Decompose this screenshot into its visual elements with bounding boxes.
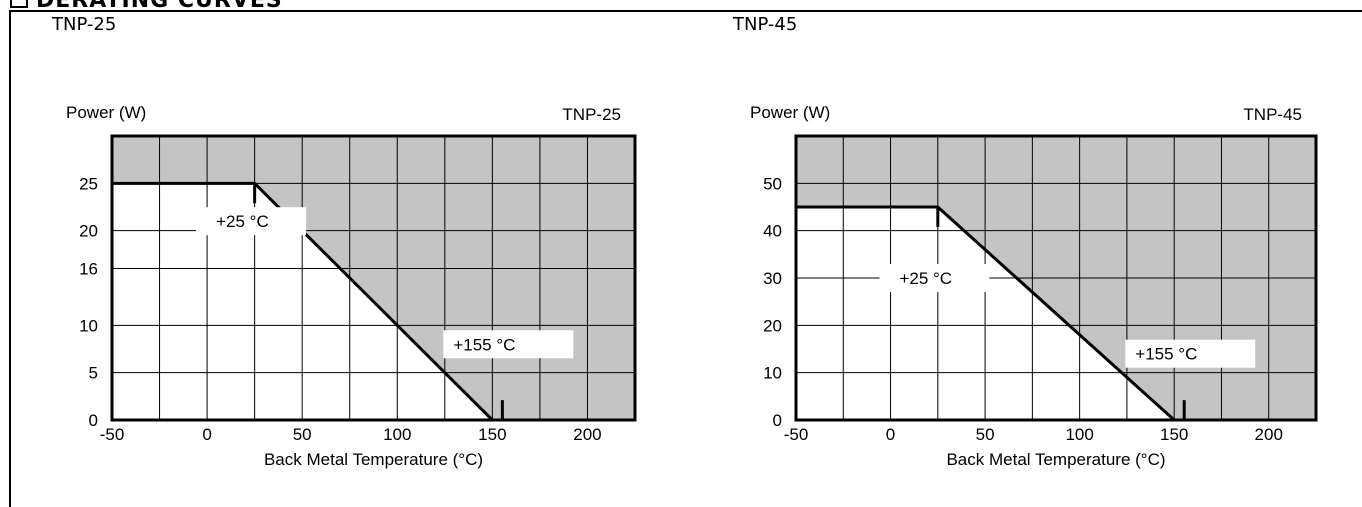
- y-tick-label: 10: [79, 316, 98, 335]
- annotation-label: +25 °C: [899, 269, 952, 288]
- x-tick-label: 200: [573, 425, 601, 444]
- plot-frame: [110, 134, 637, 422]
- y-tick-label: 30: [763, 269, 782, 288]
- chart-title: TNP-25: [562, 105, 621, 124]
- section-title: DERATING CURVES: [36, 0, 283, 10]
- annotation-box: [443, 330, 574, 359]
- plot-frame: [794, 134, 1318, 422]
- y-tick-label: 25: [79, 174, 98, 193]
- panel-title-tnp-45: TNP-45: [733, 14, 798, 35]
- annotation-box: [1125, 339, 1256, 368]
- y-tick-label: 0: [773, 411, 782, 430]
- y-axis-label: Power (W): [66, 103, 146, 122]
- y-tick-label: 20: [763, 316, 782, 335]
- section-header: DERATING CURVES: [0, 0, 1362, 10]
- y-tick-label: 50: [763, 174, 782, 193]
- x-tick-label: 0: [886, 425, 895, 444]
- x-tick-label: 100: [1065, 425, 1093, 444]
- y-tick-label: 40: [763, 222, 782, 241]
- x-tick-label: 150: [1160, 425, 1188, 444]
- y-tick-label: 10: [763, 364, 782, 383]
- annotation-label: +155 °C: [453, 335, 515, 354]
- y-tick-label: 20: [79, 222, 98, 241]
- x-axis-label: Back Metal Temperature (°C): [946, 450, 1165, 469]
- y-axis-label: Power (W): [750, 103, 830, 122]
- annotation-box: [879, 264, 990, 292]
- chart-title: TNP-45: [1243, 105, 1302, 124]
- x-tick-label: 50: [976, 425, 995, 444]
- x-tick-label: 0: [202, 425, 211, 444]
- y-tick-label: 16: [79, 260, 98, 279]
- x-axis-label: Back Metal Temperature (°C): [264, 450, 483, 469]
- y-tick-label: 0: [89, 411, 98, 430]
- x-tick-label: -50: [100, 425, 125, 444]
- x-tick-label: -50: [784, 425, 809, 444]
- annotation-label: +25 °C: [216, 212, 269, 231]
- x-tick-label: 200: [1255, 425, 1283, 444]
- content-frame: [9, 10, 1362, 507]
- x-tick-label: 150: [478, 425, 506, 444]
- panel-title-tnp-25: TNP-25: [52, 14, 117, 35]
- y-tick-label: 5: [89, 364, 98, 383]
- x-tick-label: 50: [293, 425, 312, 444]
- square-bullet-icon: [10, 0, 28, 8]
- x-tick-label: 100: [383, 425, 411, 444]
- annotation-box: [196, 207, 307, 236]
- annotation-label: +155 °C: [1135, 345, 1197, 364]
